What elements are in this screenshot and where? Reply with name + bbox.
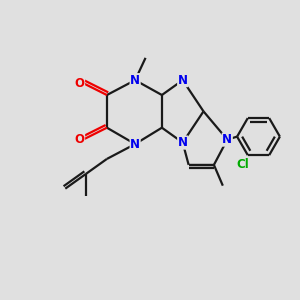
Text: N: N: [178, 74, 188, 87]
Text: O: O: [75, 76, 85, 90]
Text: N: N: [130, 138, 140, 151]
Text: Cl: Cl: [236, 158, 249, 171]
Text: O: O: [75, 133, 85, 146]
Text: N: N: [178, 136, 188, 149]
Text: N: N: [222, 133, 232, 146]
Text: N: N: [130, 74, 140, 87]
